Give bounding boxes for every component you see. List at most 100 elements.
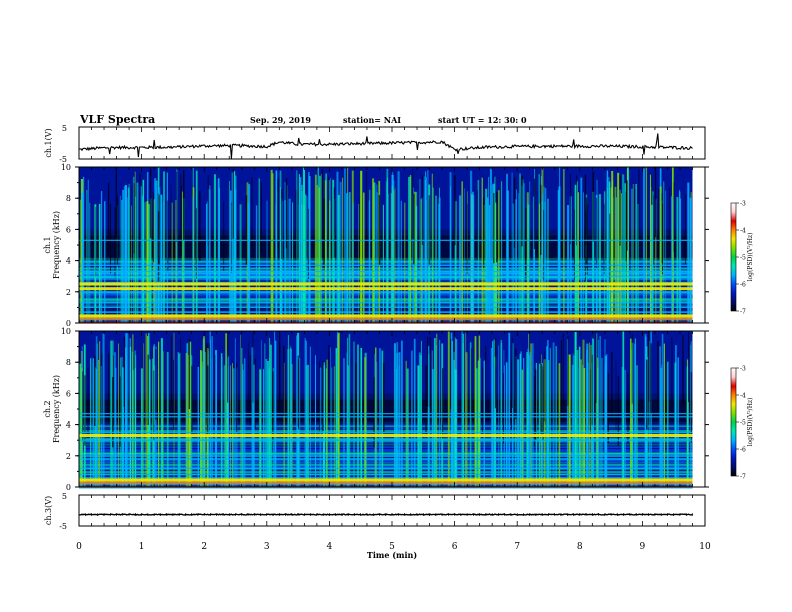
quiet-gap	[585, 197, 588, 268]
sferic-streak	[79, 199, 82, 323]
sferic-streak	[283, 362, 285, 487]
sferic-streak	[489, 168, 492, 323]
sferic-streak	[523, 183, 525, 323]
sferic-streak	[676, 197, 679, 323]
spectral-noise-band	[79, 268, 693, 271]
spectral-noise-band	[79, 486, 693, 489]
sferic-streak	[121, 356, 123, 487]
sferic-streak	[583, 192, 584, 323]
sferic-streak	[153, 344, 155, 487]
sferic-streak	[202, 365, 204, 487]
y-axis-label: Frequency (kHz)	[52, 211, 61, 279]
narrowband-line	[79, 467, 693, 469]
sferic-streak	[255, 205, 258, 323]
narrowband-line	[79, 431, 693, 433]
quiet-gap	[562, 332, 564, 404]
spectral-noise-band	[79, 466, 693, 469]
sferic-streak	[302, 167, 306, 323]
sferic-streak	[530, 343, 532, 487]
sferic-streak	[461, 331, 463, 487]
sferic-streak	[412, 195, 414, 323]
quiet-gap	[297, 355, 299, 426]
sferic-streak	[290, 348, 292, 487]
spectral-noise-band	[79, 292, 693, 294]
sferic-streak	[264, 343, 266, 487]
spectral-noise-band	[79, 261, 693, 263]
quiet-gap	[281, 188, 283, 259]
x-tick-label: 1	[139, 542, 145, 552]
sferic-streak	[346, 352, 348, 487]
spectral-noise-band	[79, 437, 693, 439]
quiet-gap	[112, 377, 114, 448]
low-frequency-band	[79, 317, 693, 320]
sferic-streak	[632, 184, 634, 323]
sferic-streak	[247, 202, 250, 323]
sferic-streak	[348, 334, 351, 487]
colorbar-tick-label: -6	[740, 282, 746, 289]
spectral-noise-band	[79, 259, 693, 262]
quiet-gap	[648, 331, 650, 402]
spectral-noise-band	[79, 305, 693, 307]
sferic-streak	[608, 177, 610, 323]
quiet-gap	[540, 184, 542, 255]
quiet-gap	[355, 363, 357, 434]
quiet-gap	[196, 208, 197, 279]
quiet-gap	[476, 190, 478, 261]
spectral-noise-band	[79, 465, 693, 467]
y-axis-label: Frequency (kHz)	[52, 375, 61, 443]
sferic-streak	[229, 180, 230, 323]
colorbar-gradient	[730, 202, 737, 312]
sferic-streak	[611, 181, 614, 323]
sferic-streak	[645, 167, 648, 323]
sferic-streak	[495, 202, 497, 323]
quiet-gap	[180, 337, 182, 408]
quiet-gap	[625, 191, 627, 262]
sferic-streak	[102, 333, 105, 487]
quiet-gap	[421, 174, 423, 245]
sferic-streak	[417, 365, 420, 487]
sferic-streak	[518, 193, 520, 323]
sferic-streak	[275, 170, 278, 323]
sferic-streak	[432, 187, 434, 323]
sferic-streak	[538, 203, 541, 323]
sferic-streak	[671, 196, 673, 323]
quiet-gap	[684, 194, 686, 265]
sferic-streak	[549, 347, 551, 487]
quiet-gap	[327, 177, 329, 248]
quiet-gap	[511, 337, 513, 409]
sferic-streak	[229, 365, 231, 487]
quiet-gap	[543, 351, 545, 422]
quiet-gap	[521, 176, 523, 247]
sferic-streak	[552, 342, 555, 487]
quiet-gap	[592, 171, 594, 242]
sferic-streak	[529, 351, 531, 487]
sferic-streak	[465, 352, 468, 487]
quiet-gap	[247, 342, 249, 414]
sferic-streak	[79, 363, 82, 487]
sferic-streak	[571, 364, 574, 487]
sferic-streak	[414, 191, 416, 323]
sferic-streak	[339, 181, 342, 323]
sferic-streak	[527, 204, 530, 323]
quiet-gap	[232, 168, 234, 239]
sferic-streak	[114, 352, 116, 487]
sferic-streak	[334, 198, 335, 323]
sferic-streak	[663, 181, 665, 323]
quiet-gap	[511, 359, 512, 430]
sferic-streak	[280, 198, 282, 323]
sferic-streak	[345, 193, 349, 323]
sferic-streak	[450, 332, 453, 487]
y-tick-label: -5	[59, 155, 67, 164]
quiet-gap	[383, 362, 385, 434]
quiet-gap	[413, 194, 415, 265]
sferic-streak	[603, 191, 606, 323]
quiet-gap	[471, 348, 473, 419]
sferic-streak	[529, 181, 531, 323]
y-tick-label: 5	[62, 124, 67, 133]
quiet-gap	[153, 370, 155, 441]
sferic-streak	[292, 202, 294, 323]
spectral-noise-band	[79, 464, 693, 466]
sferic-streak	[398, 352, 401, 487]
sferic-streak	[521, 179, 524, 323]
sferic-streak	[514, 355, 517, 487]
